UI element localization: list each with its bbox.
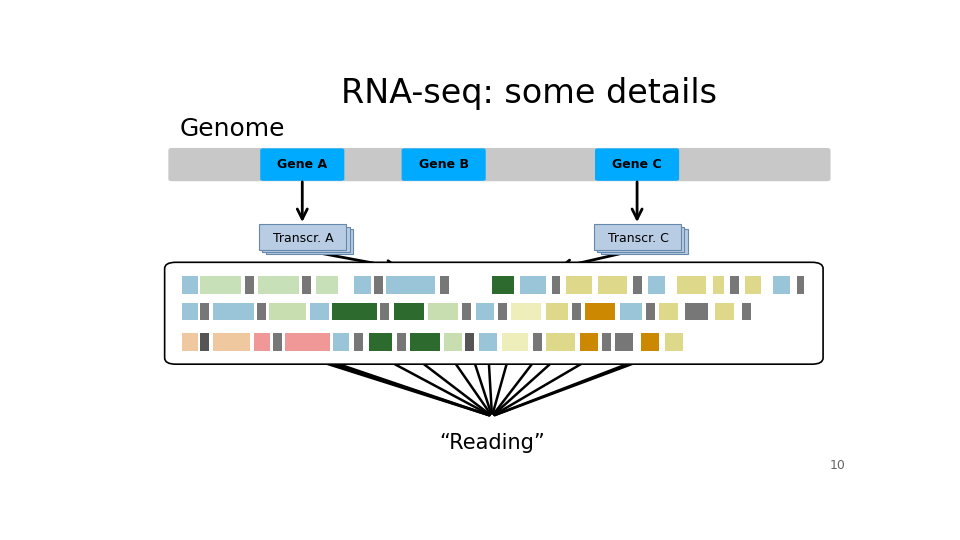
Bar — [677, 276, 707, 294]
FancyBboxPatch shape — [601, 228, 688, 254]
Bar — [253, 333, 271, 351]
Bar — [181, 276, 198, 294]
Bar — [475, 302, 494, 320]
Text: Gene A: Gene A — [277, 158, 327, 171]
Bar — [551, 276, 561, 294]
Bar — [664, 333, 684, 351]
Bar — [201, 333, 209, 351]
Text: Transcr. A: Transcr. A — [274, 232, 334, 245]
Bar — [545, 302, 568, 320]
Bar — [745, 276, 761, 294]
Bar — [354, 276, 371, 294]
Text: Gene B: Gene B — [419, 158, 468, 171]
Bar — [354, 333, 363, 351]
Bar — [394, 302, 423, 320]
Bar — [641, 333, 660, 351]
Bar — [386, 276, 435, 294]
FancyBboxPatch shape — [168, 148, 830, 181]
Bar — [533, 333, 541, 351]
Bar — [181, 333, 198, 351]
Text: 10: 10 — [829, 460, 846, 472]
Bar — [660, 302, 678, 320]
Bar — [602, 333, 612, 351]
Bar — [440, 276, 449, 294]
Bar — [332, 302, 376, 320]
Bar — [444, 333, 463, 351]
FancyBboxPatch shape — [165, 262, 823, 364]
Bar — [302, 276, 311, 294]
Bar — [428, 302, 458, 320]
Text: “Reading”: “Reading” — [439, 433, 545, 453]
Text: Transcr. C: Transcr. C — [608, 232, 669, 245]
Text: Gene C: Gene C — [612, 158, 661, 171]
Text: RNA-seq: some details: RNA-seq: some details — [341, 77, 717, 110]
Bar — [502, 333, 528, 351]
Bar — [730, 276, 739, 294]
Bar — [257, 276, 299, 294]
Bar — [598, 276, 628, 294]
Bar — [410, 333, 440, 351]
Text: Genome: Genome — [180, 117, 285, 141]
Bar — [797, 276, 804, 294]
Bar — [213, 302, 253, 320]
FancyBboxPatch shape — [593, 225, 681, 250]
Bar — [269, 302, 306, 320]
FancyBboxPatch shape — [266, 228, 353, 254]
Bar — [566, 276, 592, 294]
Bar — [512, 302, 541, 320]
Bar — [773, 276, 789, 294]
FancyBboxPatch shape — [597, 227, 684, 252]
Bar — [201, 276, 241, 294]
Bar — [498, 302, 507, 320]
Bar — [634, 276, 642, 294]
Bar — [245, 276, 253, 294]
Bar — [492, 276, 515, 294]
Bar — [571, 302, 581, 320]
FancyBboxPatch shape — [259, 225, 346, 250]
Bar — [370, 333, 392, 351]
FancyBboxPatch shape — [401, 148, 486, 181]
Bar — [463, 302, 471, 320]
Bar — [213, 333, 251, 351]
Bar — [648, 276, 664, 294]
Bar — [614, 333, 634, 351]
Bar — [646, 302, 655, 320]
FancyBboxPatch shape — [595, 148, 679, 181]
FancyBboxPatch shape — [262, 227, 349, 252]
Bar — [479, 333, 497, 351]
Bar — [316, 276, 338, 294]
Bar — [715, 302, 733, 320]
Bar — [520, 276, 546, 294]
Bar — [257, 302, 266, 320]
Bar — [396, 333, 406, 351]
Bar — [713, 276, 724, 294]
Bar — [285, 333, 330, 351]
Bar — [585, 302, 614, 320]
Bar — [545, 333, 575, 351]
Bar — [742, 302, 751, 320]
Bar — [466, 333, 474, 351]
Bar — [333, 333, 349, 351]
Bar — [310, 302, 329, 320]
Bar — [580, 333, 598, 351]
Bar — [274, 333, 282, 351]
Bar — [374, 276, 383, 294]
Bar — [620, 302, 642, 320]
Bar — [181, 302, 198, 320]
FancyBboxPatch shape — [260, 148, 345, 181]
Bar — [201, 302, 209, 320]
Bar — [685, 302, 708, 320]
Bar — [380, 302, 390, 320]
